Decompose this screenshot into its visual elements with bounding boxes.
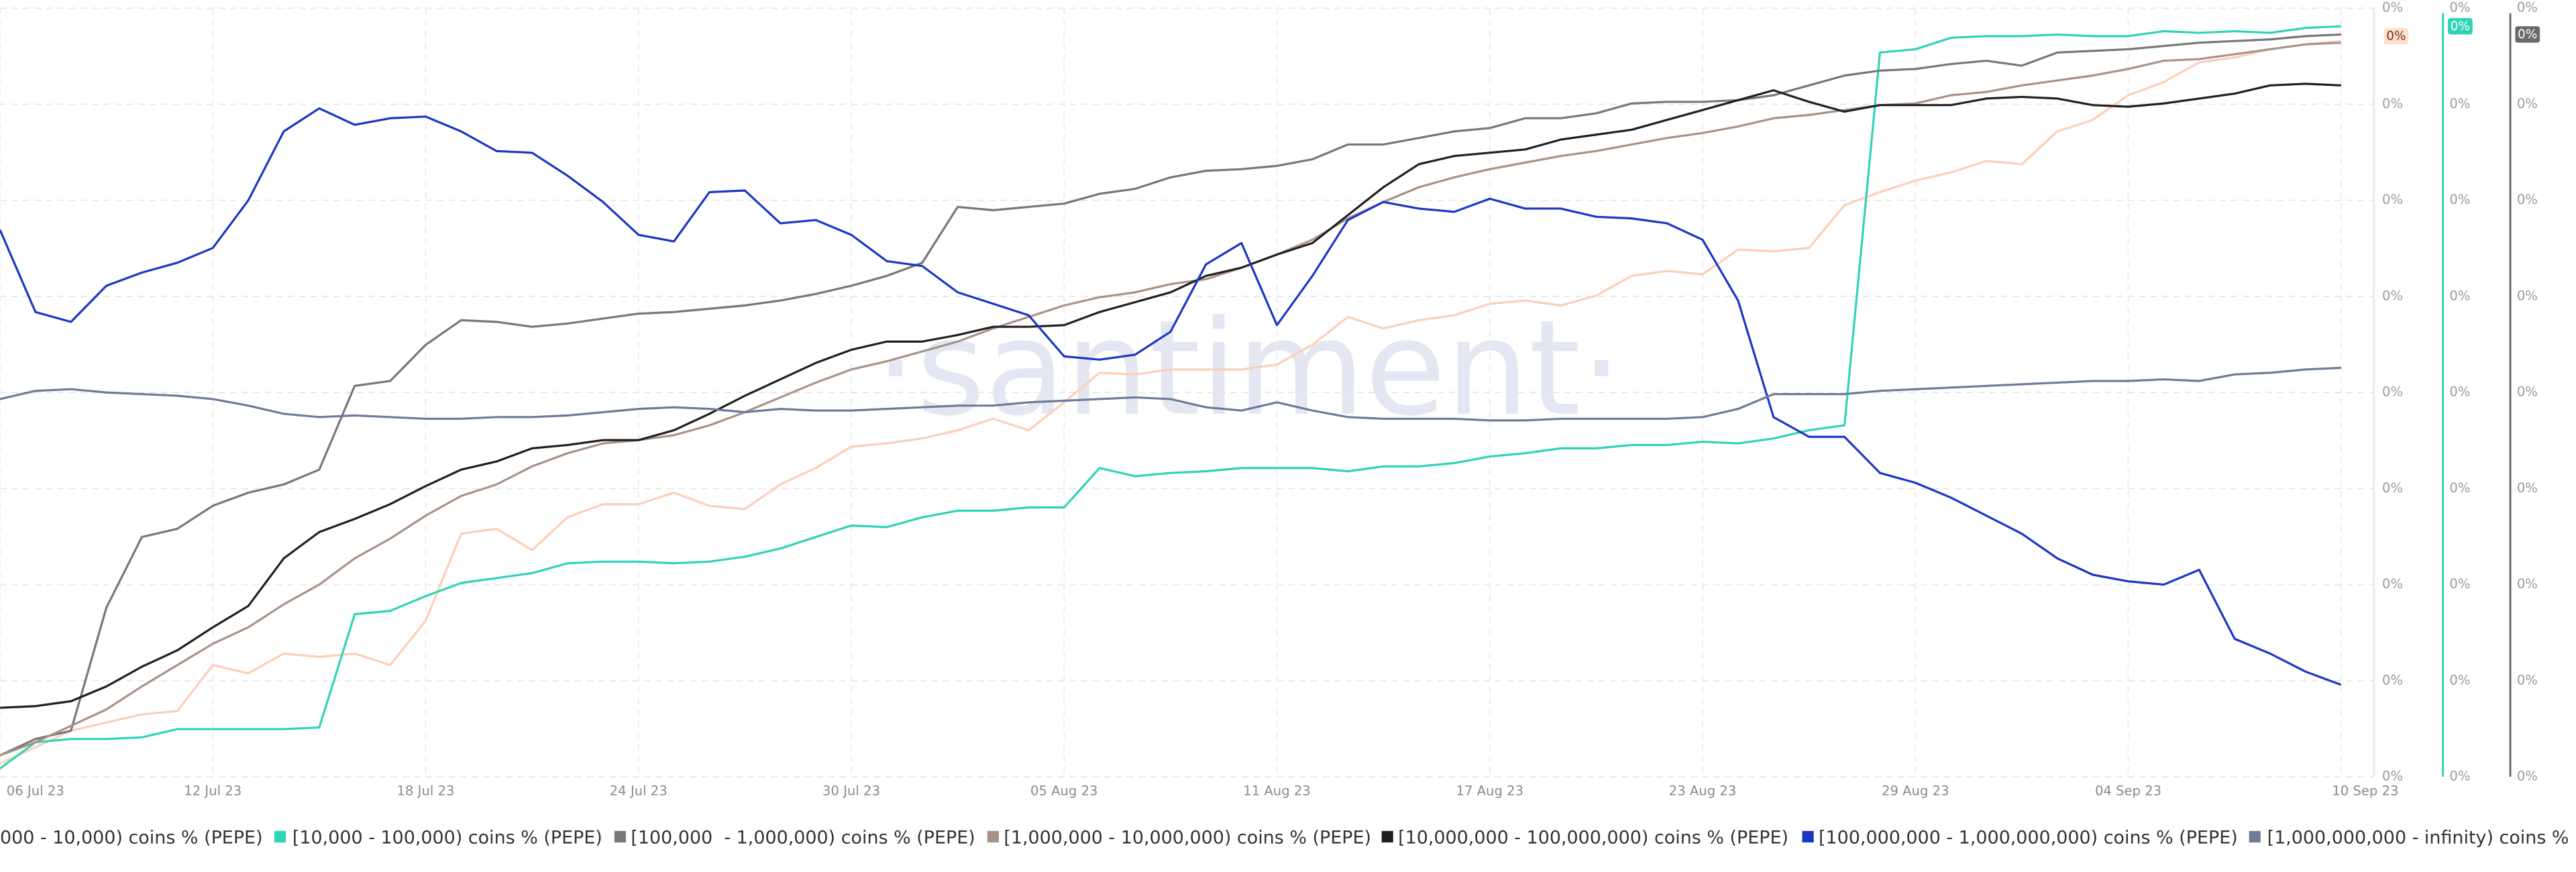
y-tick-label: 0% bbox=[2517, 288, 2538, 303]
series-line bbox=[0, 107, 2342, 686]
series-line bbox=[0, 83, 2341, 709]
x-tick-label: 24 Jul 23 bbox=[610, 783, 667, 799]
legend-label: [100,000,000 - 1,000,000,000) coins % (P… bbox=[1819, 827, 2238, 848]
legend-swatch bbox=[987, 830, 999, 842]
y-tick-label: 0% bbox=[2382, 384, 2403, 400]
legend-label: 000 - 10,000) coins % (PEPE) bbox=[0, 827, 263, 848]
y-tick-label: 0% bbox=[2517, 480, 2538, 496]
y-tick-label: 0% bbox=[2517, 192, 2538, 207]
y-tick-label: 0% bbox=[2382, 480, 2403, 496]
series-line bbox=[0, 40, 2341, 765]
x-tick-label: 11 Aug 23 bbox=[1243, 783, 1311, 799]
x-tick-label: 10 Sep 23 bbox=[2332, 783, 2398, 799]
badge-label: 0% bbox=[2451, 19, 2470, 34]
x-tick-label: 17 Aug 23 bbox=[1456, 783, 1524, 799]
y-tick-label: 0% bbox=[2449, 672, 2470, 688]
y-tick-label: 0% bbox=[2382, 672, 2403, 688]
y-tick-label: 0% bbox=[2449, 384, 2470, 400]
x-tick-label: 06 Jul 23 bbox=[7, 783, 64, 799]
y-tick-label: 0% bbox=[2517, 672, 2538, 688]
value-badge bbox=[2447, 17, 2473, 35]
legend-swatch bbox=[1802, 830, 1814, 842]
y-tick-label: 0% bbox=[2449, 288, 2470, 303]
x-tick-label: 18 Jul 23 bbox=[397, 783, 455, 799]
y-tick-label: 0% bbox=[2449, 769, 2470, 784]
value-badge bbox=[2515, 26, 2540, 43]
y-tick-label: 0% bbox=[2449, 96, 2470, 111]
y-tick-label: 0% bbox=[2449, 576, 2470, 592]
legend-swatch bbox=[614, 830, 627, 842]
y-tick-label: 0% bbox=[2382, 0, 2403, 15]
legend-label: [1,000,000,000 - infinity) coins % (P bbox=[2267, 827, 2576, 848]
series-line bbox=[0, 33, 2341, 757]
series-line bbox=[0, 366, 2341, 422]
series-line bbox=[0, 25, 2341, 770]
x-tick-label: 04 Sep 23 bbox=[2095, 783, 2161, 799]
y-tick-label: 0% bbox=[2449, 0, 2470, 15]
badge-label: 0% bbox=[2386, 30, 2406, 44]
x-tick-label: 23 Aug 23 bbox=[1669, 783, 1737, 799]
legend-label: [10,000 - 100,000) coins % (PEPE) bbox=[292, 827, 602, 848]
y-tick-label: 0% bbox=[2382, 192, 2403, 207]
legend-label: [100,000 - 1,000,000) coins % (PEPE) bbox=[631, 827, 975, 848]
x-tick-label: 29 Aug 23 bbox=[1882, 783, 1949, 799]
x-tick-label: 30 Jul 23 bbox=[822, 783, 880, 799]
x-tick-label: 05 Aug 23 bbox=[1030, 783, 1098, 799]
y-tick-label: 0% bbox=[2517, 769, 2538, 784]
y-tick-label: 0% bbox=[2517, 576, 2538, 592]
y-tick-label: 0% bbox=[2449, 192, 2470, 207]
badge-label: 0% bbox=[2518, 28, 2537, 42]
y-tick-label: 0% bbox=[2449, 480, 2470, 496]
legend-swatch bbox=[1381, 830, 1393, 842]
x-tick-label: 12 Jul 23 bbox=[184, 783, 241, 799]
legend-label: [1,000,000 - 10,000,000) coins % (PEPE) bbox=[1004, 827, 1371, 848]
y-tick-label: 0% bbox=[2382, 576, 2403, 592]
legend-swatch bbox=[274, 830, 286, 842]
legend-label: [10,000,000 - 100,000,000) coins % (PEPE… bbox=[1398, 827, 1788, 848]
value-badge bbox=[2383, 28, 2409, 45]
y-tick-label: 0% bbox=[2517, 96, 2538, 111]
y-tick-label: 0% bbox=[2382, 769, 2403, 784]
y-tick-label: 0% bbox=[2517, 384, 2538, 400]
series-line bbox=[0, 42, 2341, 757]
y-tick-label: 0% bbox=[2517, 0, 2538, 15]
legend-swatch bbox=[2249, 830, 2261, 842]
y-tick-label: 0% bbox=[2382, 96, 2403, 111]
y-tick-label: 0% bbox=[2382, 288, 2403, 303]
